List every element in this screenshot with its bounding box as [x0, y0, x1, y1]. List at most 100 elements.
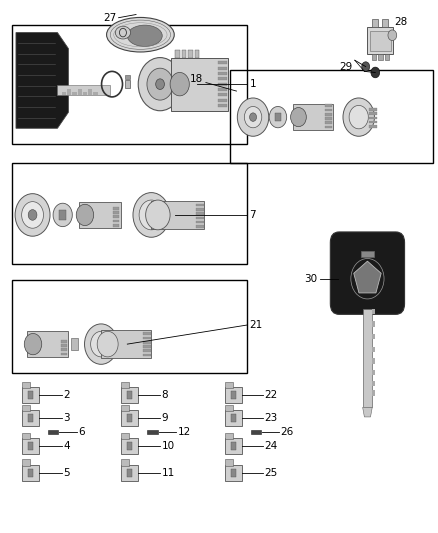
Bar — [113, 211, 120, 214]
Bar — [12, 25, 247, 144]
Circle shape — [237, 98, 269, 136]
Bar — [196, 225, 204, 228]
Bar — [196, 216, 204, 219]
Polygon shape — [16, 33, 68, 128]
Bar — [144, 345, 151, 348]
Bar — [230, 70, 433, 163]
Circle shape — [97, 332, 118, 357]
Bar — [27, 332, 68, 357]
Bar — [182, 50, 186, 58]
Circle shape — [155, 79, 164, 90]
Circle shape — [244, 107, 262, 128]
Text: 4: 4 — [63, 441, 70, 451]
Bar — [61, 340, 67, 343]
Text: 18: 18 — [190, 75, 203, 84]
Bar — [12, 280, 247, 373]
Bar — [101, 330, 151, 358]
Bar — [61, 353, 67, 356]
Text: 5: 5 — [63, 468, 70, 478]
Circle shape — [343, 98, 374, 136]
Bar — [372, 309, 375, 314]
Bar — [125, 75, 130, 79]
Bar — [369, 121, 377, 124]
Circle shape — [147, 68, 173, 100]
Bar — [67, 90, 71, 95]
Text: 1: 1 — [250, 79, 256, 89]
Circle shape — [250, 113, 257, 122]
Bar — [218, 88, 227, 91]
Bar — [72, 92, 77, 95]
Bar — [175, 50, 180, 58]
Ellipse shape — [127, 25, 162, 46]
Text: 9: 9 — [161, 413, 168, 423]
Bar — [83, 92, 87, 95]
Bar — [88, 90, 92, 95]
Bar — [378, 54, 383, 60]
Bar — [218, 93, 227, 96]
Circle shape — [290, 108, 306, 127]
Circle shape — [85, 324, 118, 365]
Bar — [121, 438, 138, 454]
Text: 10: 10 — [161, 441, 174, 451]
Bar — [218, 99, 227, 102]
Bar — [148, 430, 158, 434]
Circle shape — [91, 332, 112, 357]
Bar — [196, 208, 204, 211]
Text: 3: 3 — [63, 413, 70, 423]
Text: 28: 28 — [395, 17, 408, 27]
Bar — [171, 58, 228, 111]
Bar — [225, 405, 233, 411]
Bar — [251, 430, 261, 434]
Bar — [218, 61, 227, 64]
Bar — [372, 334, 375, 340]
Polygon shape — [363, 407, 372, 417]
Bar — [22, 410, 39, 426]
Text: 6: 6 — [78, 427, 85, 438]
Bar — [231, 391, 236, 399]
Bar — [369, 125, 377, 128]
Text: 8: 8 — [161, 390, 168, 400]
Bar — [144, 337, 151, 340]
Bar — [372, 390, 375, 395]
Ellipse shape — [106, 18, 174, 52]
Bar — [28, 391, 32, 399]
Bar — [367, 27, 393, 54]
Bar — [22, 438, 39, 454]
Bar — [196, 221, 204, 223]
Bar — [325, 122, 332, 124]
Bar — [369, 117, 377, 119]
Circle shape — [133, 192, 170, 237]
Bar — [369, 112, 377, 115]
Bar — [113, 220, 120, 222]
Bar — [369, 108, 377, 111]
Bar — [231, 469, 236, 477]
Bar — [144, 354, 151, 357]
Bar — [372, 54, 376, 60]
Circle shape — [138, 58, 182, 111]
Bar — [218, 83, 227, 86]
Bar — [385, 54, 389, 60]
Bar — [382, 19, 388, 27]
Bar — [218, 67, 227, 70]
Bar — [121, 465, 138, 481]
Text: 25: 25 — [264, 468, 277, 478]
Bar — [22, 433, 29, 439]
Circle shape — [15, 193, 50, 236]
Bar — [48, 430, 58, 434]
Text: 24: 24 — [264, 441, 277, 451]
Bar — [22, 459, 29, 466]
Bar — [22, 382, 29, 388]
Bar — [293, 104, 332, 130]
FancyBboxPatch shape — [330, 232, 405, 314]
Bar — [225, 459, 233, 466]
Bar — [113, 224, 120, 227]
Bar — [325, 109, 332, 111]
Bar — [113, 215, 120, 218]
Bar — [363, 309, 372, 407]
Bar — [195, 50, 199, 58]
Bar — [372, 370, 375, 375]
Bar — [218, 104, 227, 107]
Text: 21: 21 — [250, 320, 263, 330]
Bar — [218, 72, 227, 75]
Bar — [225, 387, 242, 403]
